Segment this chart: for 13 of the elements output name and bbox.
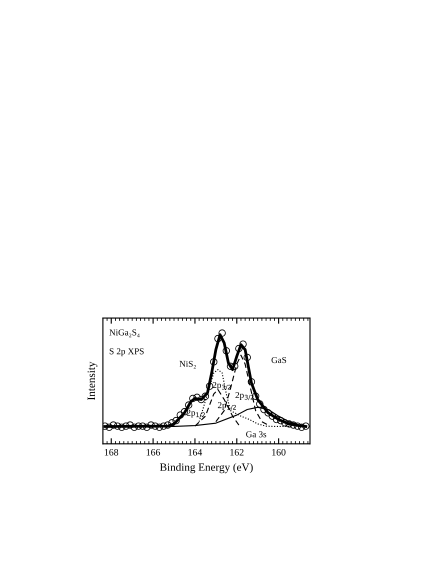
x-tick-label: 164 (188, 449, 202, 456)
annotation: 2p$_{1/2}$ (186, 410, 205, 418)
x-tick-label: 160 (272, 449, 286, 456)
y-axis-title: Intensity (88, 362, 98, 400)
annotation: Ga 3s (246, 431, 266, 438)
annotation: NiS₂ (179, 360, 196, 369)
annotation: GaS (272, 357, 286, 364)
annotation: NiGa₂S₄ (109, 329, 140, 338)
annotation: S 2p XPS (110, 348, 144, 356)
x-tick-label: 166 (146, 449, 160, 456)
x-tick-label: 162 (230, 449, 244, 456)
x-tick-label: 168 (104, 449, 118, 456)
x-axis-title: Binding Energy (eV) (160, 463, 253, 474)
